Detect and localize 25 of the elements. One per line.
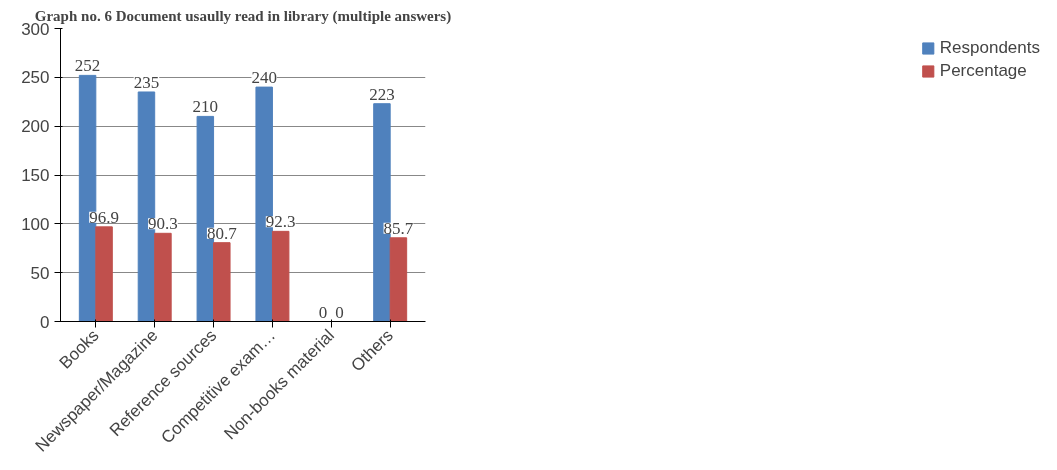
legend-label: Percentage xyxy=(939,61,1027,81)
y-tick-label: 100 xyxy=(21,214,50,234)
y-tick-label: 200 xyxy=(21,117,50,137)
bar xyxy=(154,232,172,322)
data-label: 235 xyxy=(133,72,160,92)
data-label: 85.7 xyxy=(383,218,414,238)
bar xyxy=(271,230,290,322)
y-tick-label: 0 xyxy=(40,312,50,332)
data-label: 223 xyxy=(369,84,395,104)
y-tick-label: 50 xyxy=(30,263,50,283)
data-label: 0 xyxy=(335,302,344,322)
data-label: 92.3 xyxy=(265,212,296,232)
data-label: 252 xyxy=(74,56,101,76)
data-label: 210 xyxy=(192,97,219,117)
y-tick-label: 250 xyxy=(21,68,50,88)
bar xyxy=(213,242,231,322)
data-label: 80.7 xyxy=(206,223,238,243)
data-label: 0 xyxy=(318,302,328,322)
legend-label: Respondents xyxy=(939,38,1040,58)
data-label: 90.3 xyxy=(148,214,178,234)
data-label: 240 xyxy=(251,68,277,88)
y-tick-label: 150 xyxy=(21,166,50,185)
data-label: 96.9 xyxy=(89,207,119,227)
bar xyxy=(95,226,113,322)
bar xyxy=(389,237,408,322)
